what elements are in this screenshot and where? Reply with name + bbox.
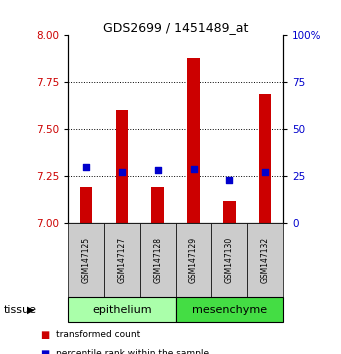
Text: epithelium: epithelium: [92, 305, 152, 315]
Point: [119, 170, 125, 175]
Text: ■: ■: [40, 330, 49, 339]
Text: ■: ■: [40, 349, 49, 354]
Bar: [187, 58, 200, 223]
Bar: [116, 110, 128, 223]
Point: [227, 177, 232, 183]
Bar: [151, 187, 164, 223]
Text: tissue: tissue: [3, 305, 36, 315]
Text: GSM147130: GSM147130: [225, 237, 234, 283]
Text: GSM147128: GSM147128: [153, 237, 162, 283]
Point: [155, 168, 161, 173]
Text: GSM147132: GSM147132: [261, 237, 270, 283]
Bar: [259, 93, 271, 223]
Point: [83, 164, 89, 170]
Bar: [223, 200, 236, 223]
Point: [263, 170, 268, 175]
Text: ▶: ▶: [27, 305, 34, 315]
Title: GDS2699 / 1451489_at: GDS2699 / 1451489_at: [103, 21, 248, 34]
Text: GSM147127: GSM147127: [117, 237, 127, 283]
Point: [191, 166, 196, 171]
Bar: [80, 187, 92, 223]
Text: GSM147125: GSM147125: [81, 237, 91, 283]
Text: GSM147129: GSM147129: [189, 237, 198, 283]
Text: percentile rank within the sample: percentile rank within the sample: [56, 349, 209, 354]
Text: mesenchyme: mesenchyme: [192, 305, 267, 315]
Text: transformed count: transformed count: [56, 330, 140, 339]
